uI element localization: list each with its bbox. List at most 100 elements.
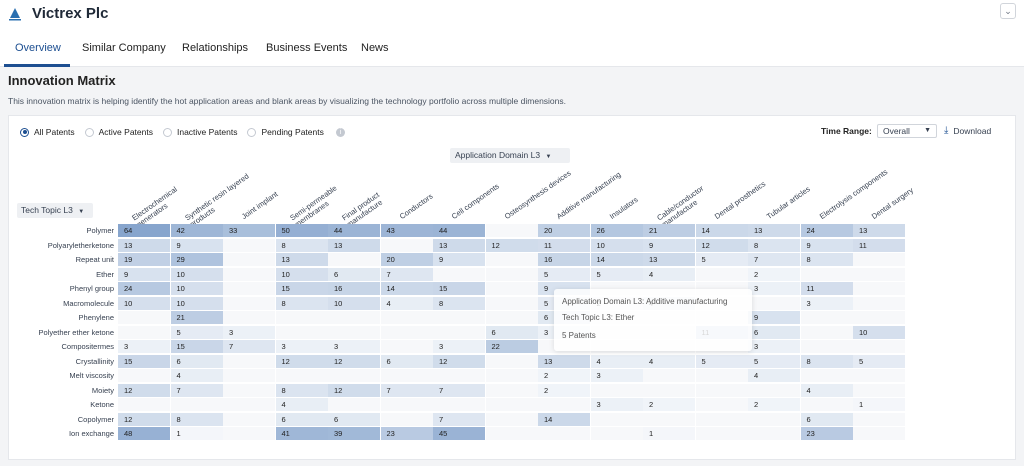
matrix-cell[interactable]: 3 [328, 340, 380, 353]
matrix-cell[interactable]: 9 [171, 239, 223, 252]
matrix-cell[interactable]: 13 [433, 239, 485, 252]
matrix-cell[interactable] [486, 297, 538, 310]
matrix-cell[interactable]: 10 [118, 297, 170, 310]
tab-overview[interactable]: Overview [15, 42, 61, 54]
matrix-cell[interactable]: 4 [381, 297, 433, 310]
matrix-cell[interactable] [538, 398, 590, 411]
matrix-cell[interactable]: 3 [591, 369, 643, 382]
matrix-cell[interactable]: 13 [276, 253, 328, 266]
matrix-cell[interactable]: 4 [748, 369, 800, 382]
matrix-cell[interactable] [696, 268, 748, 281]
matrix-cell[interactable] [223, 398, 275, 411]
tab-similar-company[interactable]: Similar Company [82, 42, 166, 54]
matrix-cell[interactable]: 7 [748, 253, 800, 266]
matrix-cell[interactable] [433, 369, 485, 382]
matrix-cell[interactable]: 8 [171, 413, 223, 426]
radio-active-patents[interactable]: Active Patents [85, 127, 153, 137]
info-icon[interactable]: i [336, 128, 345, 137]
matrix-cell[interactable]: 43 [381, 224, 433, 237]
tab-news[interactable]: News [361, 42, 389, 54]
matrix-cell[interactable]: 8 [801, 253, 853, 266]
matrix-cell[interactable]: 11 [853, 239, 905, 252]
matrix-cell[interactable]: 3 [748, 282, 800, 295]
matrix-cell[interactable]: 44 [433, 224, 485, 237]
matrix-cell[interactable] [118, 311, 170, 324]
matrix-cell[interactable]: 44 [328, 224, 380, 237]
matrix-cell[interactable]: 7 [223, 340, 275, 353]
matrix-cell[interactable] [486, 369, 538, 382]
matrix-cell[interactable]: 8 [276, 239, 328, 252]
matrix-cell[interactable]: 8 [801, 355, 853, 368]
matrix-cell[interactable]: 10 [171, 282, 223, 295]
matrix-cell[interactable]: 24 [801, 224, 853, 237]
matrix-cell[interactable]: 21 [171, 311, 223, 324]
matrix-cell[interactable] [433, 311, 485, 324]
matrix-cell[interactable] [328, 398, 380, 411]
matrix-cell[interactable]: 15 [433, 282, 485, 295]
matrix-cell[interactable]: 10 [853, 326, 905, 339]
matrix-cell[interactable]: 2 [643, 398, 695, 411]
matrix-cell[interactable]: 6 [171, 355, 223, 368]
matrix-cell[interactable]: 6 [748, 326, 800, 339]
matrix-cell[interactable] [486, 253, 538, 266]
matrix-cell[interactable]: 10 [591, 239, 643, 252]
matrix-cell[interactable] [801, 311, 853, 324]
matrix-cell[interactable]: 2 [538, 384, 590, 397]
matrix-cell[interactable]: 4 [591, 355, 643, 368]
matrix-cell[interactable]: 1 [171, 427, 223, 440]
matrix-cell[interactable] [276, 311, 328, 324]
matrix-cell[interactable] [853, 253, 905, 266]
matrix-cell[interactable]: 64 [118, 224, 170, 237]
matrix-cell[interactable]: 6 [801, 413, 853, 426]
download-button[interactable]: ⤓ Download [944, 125, 991, 136]
matrix-cell[interactable] [696, 413, 748, 426]
matrix-cell[interactable]: 26 [591, 224, 643, 237]
matrix-cell[interactable] [381, 369, 433, 382]
matrix-cell[interactable]: 14 [696, 224, 748, 237]
matrix-cell[interactable] [433, 326, 485, 339]
matrix-cell[interactable] [433, 268, 485, 281]
matrix-cell[interactable]: 8 [276, 384, 328, 397]
matrix-cell[interactable]: 5 [171, 326, 223, 339]
matrix-cell[interactable]: 4 [276, 398, 328, 411]
matrix-cell[interactable]: 6 [328, 413, 380, 426]
matrix-cell[interactable] [381, 239, 433, 252]
matrix-cell[interactable]: 13 [118, 239, 170, 252]
matrix-cell[interactable] [853, 311, 905, 324]
matrix-cell[interactable] [223, 369, 275, 382]
matrix-cell[interactable]: 50 [276, 224, 328, 237]
matrix-cell[interactable]: 7 [433, 384, 485, 397]
matrix-cell[interactable]: 3 [118, 340, 170, 353]
matrix-cell[interactable] [486, 413, 538, 426]
matrix-cell[interactable] [801, 369, 853, 382]
matrix-cell[interactable] [486, 398, 538, 411]
matrix-cell[interactable]: 48 [118, 427, 170, 440]
matrix-cell[interactable] [696, 369, 748, 382]
matrix-cell[interactable] [223, 413, 275, 426]
matrix-cell[interactable] [118, 369, 170, 382]
matrix-cell[interactable]: 6 [276, 413, 328, 426]
matrix-cell[interactable] [801, 340, 853, 353]
matrix-cell[interactable]: 15 [118, 355, 170, 368]
matrix-cell[interactable] [748, 427, 800, 440]
matrix-cell[interactable]: 12 [433, 355, 485, 368]
matrix-cell[interactable]: 2 [748, 268, 800, 281]
matrix-cell[interactable] [486, 282, 538, 295]
matrix-cell[interactable]: 6 [486, 326, 538, 339]
matrix-cell[interactable]: 11 [538, 239, 590, 252]
matrix-cell[interactable]: 3 [276, 340, 328, 353]
matrix-cell[interactable] [381, 326, 433, 339]
matrix-cell[interactable] [801, 326, 853, 339]
matrix-cell[interactable] [853, 384, 905, 397]
matrix-cell[interactable]: 5 [591, 268, 643, 281]
matrix-cell[interactable] [223, 297, 275, 310]
matrix-cell[interactable]: 3 [591, 398, 643, 411]
y-dimension-select[interactable]: Tech Topic L3 ▼ [17, 203, 93, 218]
matrix-cell[interactable]: 41 [276, 427, 328, 440]
matrix-cell[interactable]: 23 [801, 427, 853, 440]
matrix-cell[interactable]: 12 [328, 384, 380, 397]
matrix-cell[interactable] [433, 398, 485, 411]
matrix-cell[interactable] [853, 340, 905, 353]
matrix-cell[interactable]: 8 [433, 297, 485, 310]
matrix-cell[interactable]: 24 [118, 282, 170, 295]
